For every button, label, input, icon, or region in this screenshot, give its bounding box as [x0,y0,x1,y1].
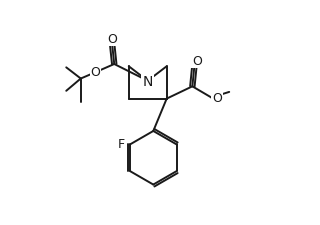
Text: O: O [107,33,117,46]
Text: O: O [91,66,100,79]
Text: N: N [142,74,153,88]
Text: F: F [117,137,124,150]
Text: O: O [212,92,222,105]
Text: O: O [192,55,202,68]
